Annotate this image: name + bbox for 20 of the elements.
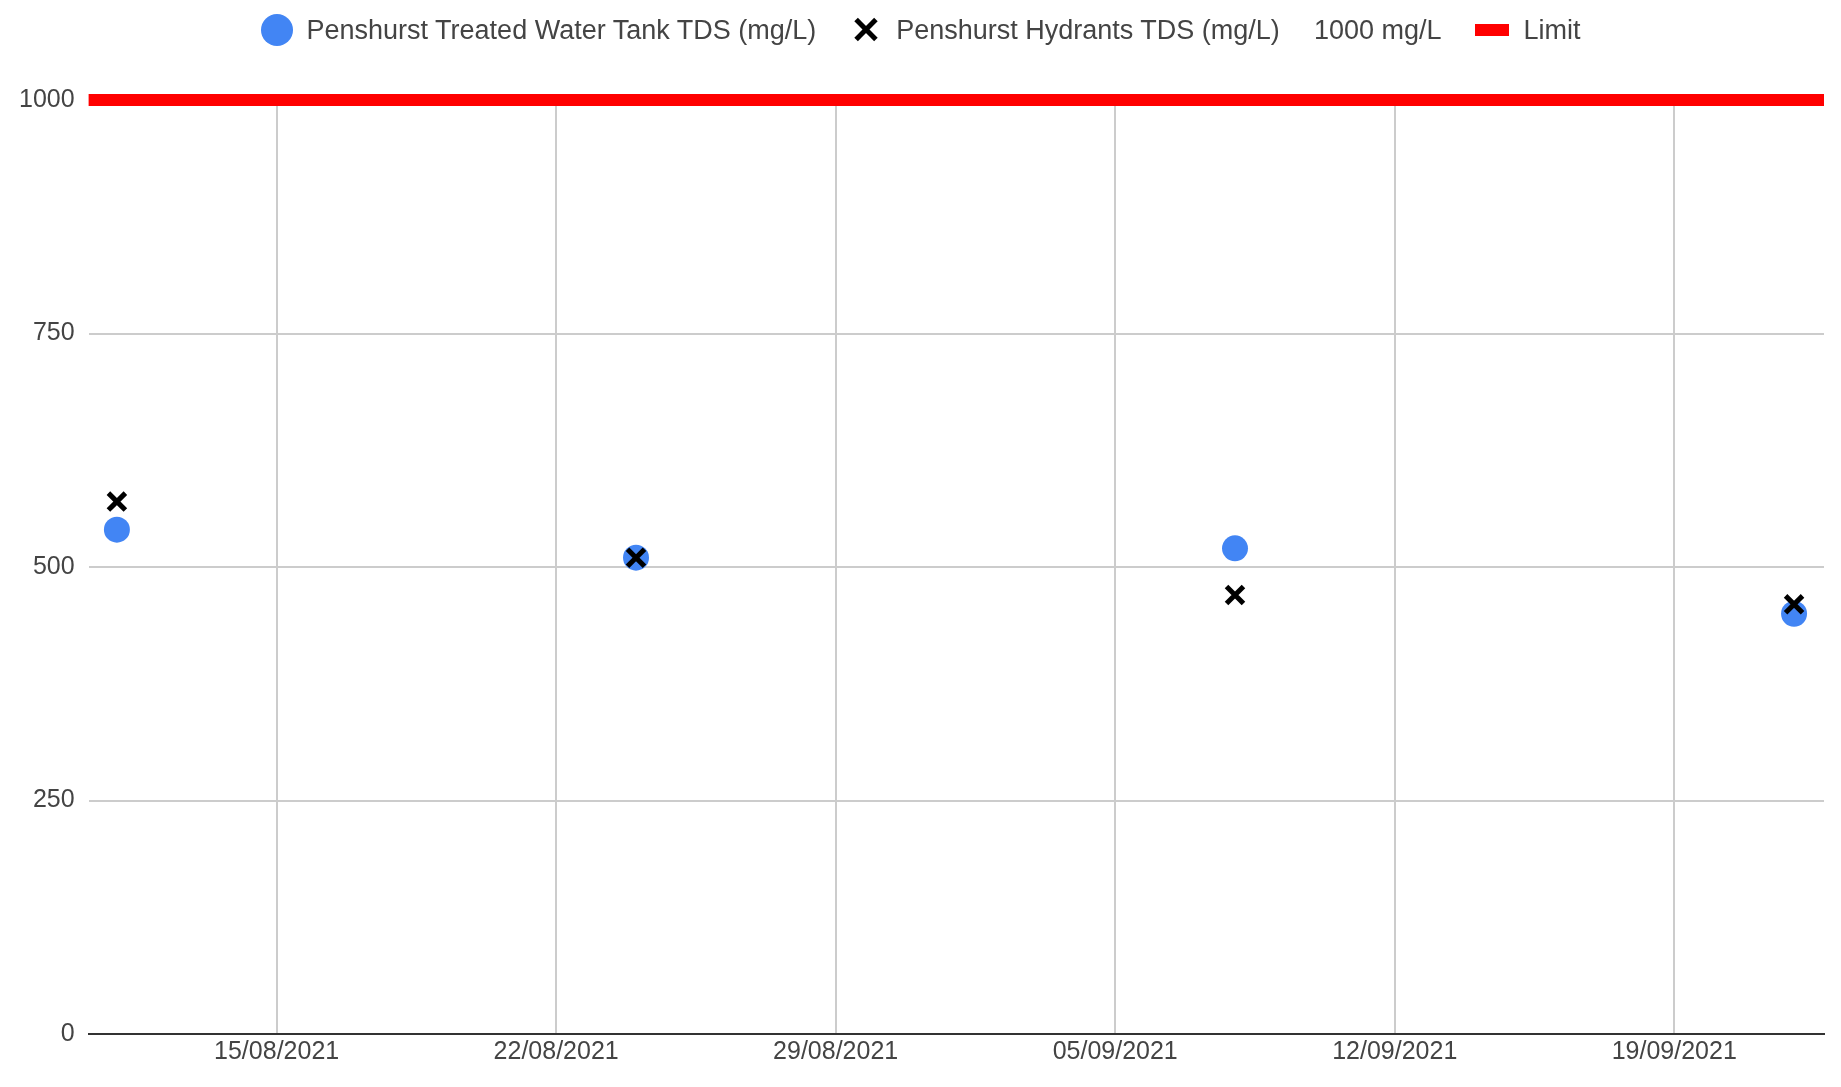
y-tick-label: 500: [32, 550, 75, 579]
text: 1000 mg/L: [1313, 14, 1442, 46]
point: [103, 516, 130, 543]
legend-label: Limit: [1523, 14, 1581, 46]
point: [1783, 593, 1806, 616]
x-tick-label: 15/08/2021: [214, 1035, 340, 1064]
x-tick-label: 22/08/2021: [493, 1035, 619, 1064]
y-tick-label: 250: [32, 784, 75, 813]
x-tick-label: 29/08/2021: [773, 1035, 899, 1064]
point: [1222, 535, 1248, 562]
x-tick-label: 12/09/2021: [1332, 1035, 1458, 1064]
y-tick-label: 0: [60, 1017, 75, 1046]
legend-label: Penshurst Hydrants TDS (mg/L): [896, 14, 1280, 46]
y-tick-label: 750: [32, 317, 75, 346]
legend-label: Penshurst Treated Water Tank TDS (mg/L): [306, 14, 817, 46]
x-tick-label: 19/09/2021: [1611, 1035, 1737, 1064]
point: [105, 490, 128, 513]
x-tick-label: 05/09/2021: [1052, 1035, 1178, 1064]
y-tick-label: 1000: [18, 83, 75, 112]
point: [1224, 584, 1246, 607]
